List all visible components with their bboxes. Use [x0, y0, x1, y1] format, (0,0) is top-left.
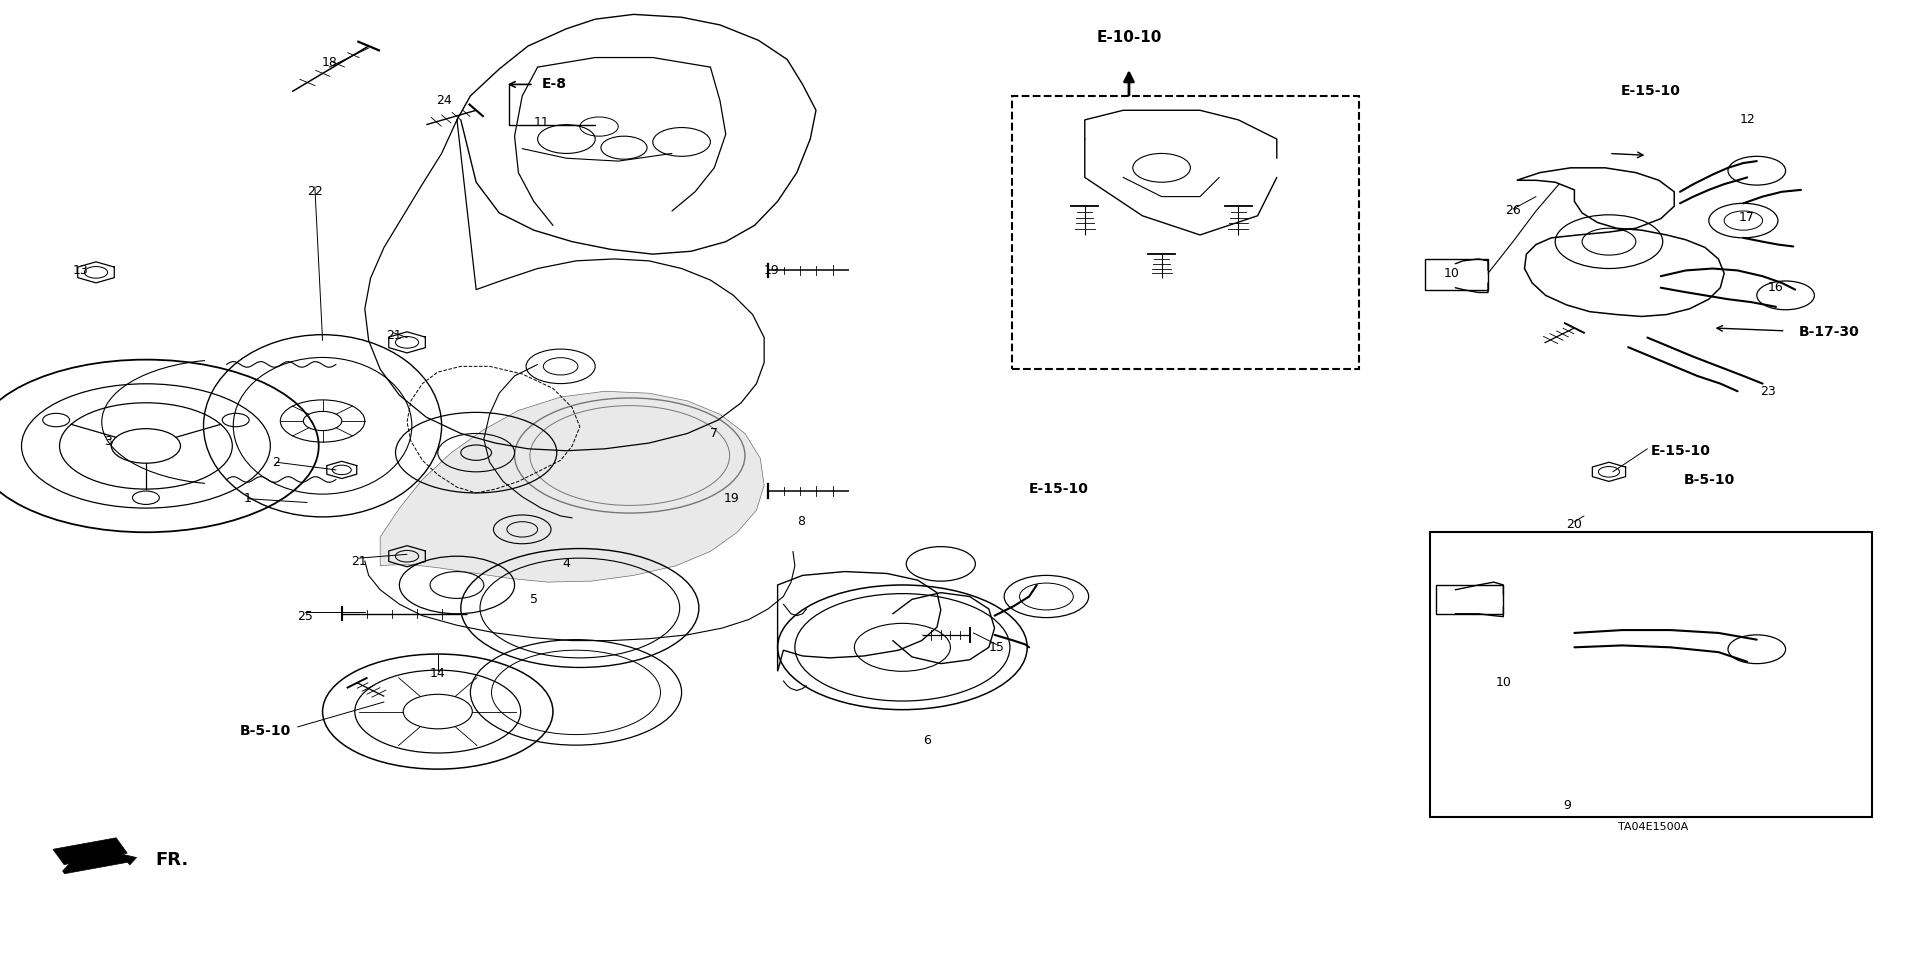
- Text: 21: 21: [386, 329, 401, 342]
- Polygon shape: [54, 838, 136, 874]
- Text: 24: 24: [436, 94, 451, 107]
- Text: 19: 19: [764, 264, 780, 277]
- Text: E-15-10: E-15-10: [1651, 444, 1711, 457]
- Text: 17: 17: [1738, 211, 1755, 224]
- Text: 22: 22: [307, 185, 323, 199]
- Text: 3: 3: [104, 434, 111, 448]
- Text: FR.: FR.: [156, 852, 188, 869]
- Text: 10: 10: [1444, 267, 1459, 280]
- Text: E-8: E-8: [541, 78, 566, 91]
- Bar: [1425, 259, 1488, 290]
- Text: 25: 25: [298, 610, 313, 623]
- Text: 15: 15: [989, 641, 1004, 654]
- Text: 2: 2: [273, 456, 280, 469]
- Text: 19: 19: [724, 492, 739, 505]
- Text: E-15-10: E-15-10: [1029, 482, 1089, 496]
- Text: 16: 16: [1768, 281, 1784, 294]
- Text: 5: 5: [530, 593, 538, 606]
- Text: 7: 7: [710, 427, 718, 440]
- Text: B-5-10: B-5-10: [240, 724, 290, 737]
- Bar: [1012, 96, 1359, 369]
- Text: 1: 1: [244, 492, 252, 505]
- Text: 21: 21: [351, 554, 367, 568]
- Text: 8: 8: [797, 515, 804, 528]
- Text: 6: 6: [924, 734, 931, 747]
- Text: TA04E1500A: TA04E1500A: [1619, 822, 1688, 831]
- Text: 20: 20: [1567, 518, 1582, 531]
- Text: B-5-10: B-5-10: [1684, 473, 1736, 486]
- Text: 11: 11: [534, 116, 549, 129]
- Text: B-17-30: B-17-30: [1799, 325, 1860, 339]
- Text: 4: 4: [563, 557, 570, 571]
- Text: 23: 23: [1761, 385, 1776, 398]
- Text: E-15-10: E-15-10: [1620, 84, 1680, 98]
- Text: 10: 10: [1496, 676, 1511, 690]
- Bar: [1430, 532, 1872, 817]
- Bar: [1436, 585, 1503, 614]
- Polygon shape: [380, 391, 764, 582]
- Text: 14: 14: [430, 667, 445, 680]
- Text: E-10-10: E-10-10: [1096, 30, 1162, 45]
- Text: 12: 12: [1740, 113, 1755, 127]
- Text: 18: 18: [321, 56, 338, 69]
- Text: 13: 13: [73, 264, 88, 277]
- Text: 9: 9: [1563, 799, 1571, 812]
- Text: 26: 26: [1505, 204, 1521, 218]
